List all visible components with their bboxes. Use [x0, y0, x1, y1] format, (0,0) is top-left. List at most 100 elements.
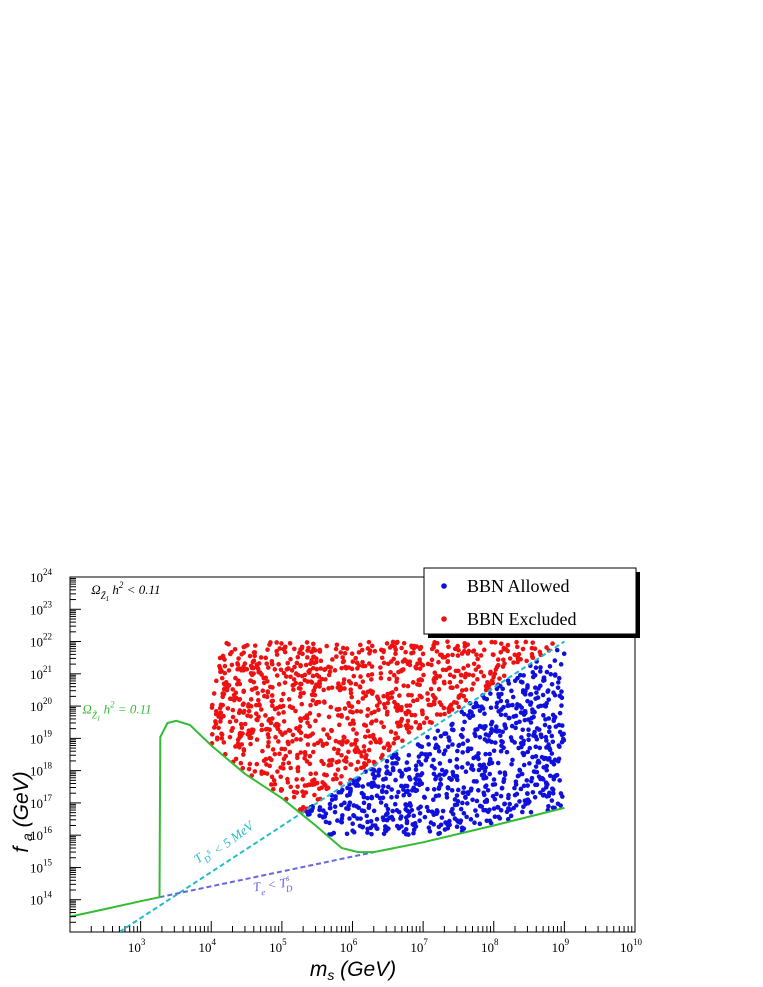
point-allowed — [523, 688, 528, 694]
point-allowed — [521, 804, 526, 810]
point-excluded — [544, 645, 549, 650]
point-excluded — [281, 670, 287, 676]
point-excluded — [303, 733, 309, 739]
point-allowed — [413, 763, 419, 769]
point-allowed — [488, 705, 494, 711]
point-allowed — [514, 803, 519, 808]
point-excluded — [287, 641, 293, 646]
point-excluded — [267, 642, 272, 647]
point-excluded — [450, 652, 455, 658]
point-excluded — [330, 657, 335, 662]
point-excluded — [291, 794, 297, 800]
point-allowed — [381, 777, 386, 782]
point-allowed — [496, 728, 502, 734]
point-excluded — [392, 699, 397, 705]
point-excluded — [222, 657, 227, 662]
point-excluded — [377, 700, 382, 705]
point-allowed — [483, 783, 489, 788]
point-allowed — [361, 800, 367, 806]
point-allowed — [503, 725, 509, 731]
point-excluded — [386, 696, 391, 702]
point-excluded — [209, 732, 215, 737]
point-excluded — [270, 703, 275, 709]
point-allowed — [494, 700, 500, 706]
point-allowed — [401, 787, 406, 792]
point-allowed — [498, 698, 504, 704]
point-allowed — [437, 772, 443, 778]
point-allowed — [411, 827, 417, 833]
point-excluded — [374, 703, 380, 708]
point-excluded — [271, 778, 277, 783]
point-allowed — [547, 773, 553, 779]
point-allowed — [513, 779, 519, 784]
point-excluded — [358, 709, 364, 714]
point-allowed — [526, 732, 532, 738]
point-excluded — [365, 728, 371, 734]
point-allowed — [426, 808, 431, 814]
point-allowed — [434, 742, 439, 748]
annotation-0: ΩZ̃1 h2 < 0.11 — [91, 580, 160, 603]
point-allowed — [493, 724, 499, 730]
point-excluded — [399, 704, 404, 710]
point-excluded — [236, 710, 242, 716]
point-allowed — [345, 785, 350, 791]
point-allowed — [383, 803, 389, 808]
point-excluded — [303, 662, 309, 668]
point-allowed — [543, 717, 548, 722]
point-excluded — [227, 719, 233, 725]
point-excluded — [461, 648, 467, 654]
point-allowed — [505, 816, 511, 822]
point-allowed — [413, 781, 419, 786]
point-excluded — [294, 736, 299, 742]
point-allowed — [513, 713, 519, 719]
point-excluded — [379, 655, 385, 661]
point-allowed — [460, 800, 465, 806]
point-allowed — [350, 828, 355, 834]
point-allowed — [438, 822, 444, 828]
point-allowed — [485, 809, 491, 815]
point-excluded — [401, 683, 406, 688]
point-excluded — [301, 690, 306, 696]
point-allowed — [407, 801, 413, 806]
point-excluded — [270, 786, 276, 792]
point-allowed — [557, 710, 563, 716]
point-excluded — [434, 649, 440, 654]
point-allowed — [355, 816, 360, 821]
point-excluded — [471, 661, 477, 667]
point-excluded — [218, 668, 224, 673]
point-allowed — [323, 819, 329, 825]
point-allowed — [551, 690, 556, 696]
point-excluded — [267, 684, 273, 690]
point-excluded — [454, 684, 460, 689]
point-excluded — [459, 688, 465, 693]
point-allowed — [439, 767, 445, 773]
point-excluded — [344, 739, 349, 745]
point-excluded — [492, 671, 498, 677]
point-allowed — [444, 791, 449, 797]
point-excluded — [334, 654, 339, 659]
point-allowed — [499, 743, 504, 749]
point-excluded — [269, 693, 275, 698]
x-tick-label: 109 — [552, 937, 570, 955]
point-excluded — [366, 661, 372, 666]
point-excluded — [318, 738, 323, 743]
point-excluded — [328, 704, 334, 710]
point-excluded — [226, 682, 232, 688]
point-excluded — [265, 732, 271, 737]
point-excluded — [253, 711, 259, 716]
point-allowed — [372, 774, 378, 780]
point-excluded — [249, 687, 255, 692]
point-allowed — [538, 683, 543, 689]
point-excluded — [308, 771, 313, 777]
point-excluded — [438, 712, 443, 717]
point-excluded — [279, 697, 284, 703]
point-excluded — [304, 759, 310, 764]
point-allowed — [494, 704, 499, 710]
point-excluded — [445, 658, 451, 664]
point-excluded — [333, 646, 339, 652]
point-allowed — [393, 777, 398, 783]
point-excluded — [478, 640, 483, 645]
point-allowed — [425, 786, 430, 792]
point-excluded — [429, 657, 435, 663]
point-allowed — [426, 742, 432, 747]
